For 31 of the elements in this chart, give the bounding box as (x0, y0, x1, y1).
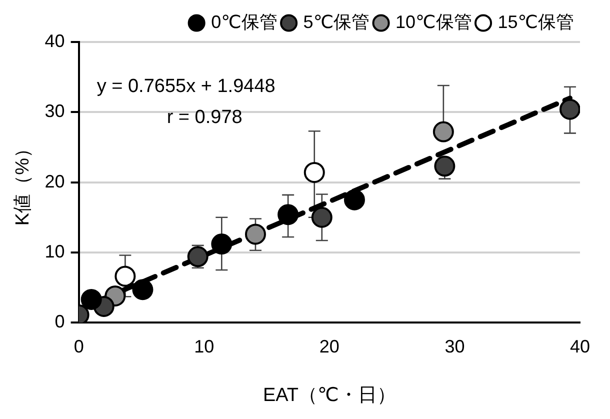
point (344, 189, 365, 210)
point (187, 246, 208, 268)
x-axis-title: EAT（℃・日） (262, 384, 396, 406)
x-tick-label: 0 (74, 336, 84, 356)
annotation: r = 0.978 (166, 107, 242, 128)
point (434, 156, 456, 177)
annotation: y = 0.7655x + 1.9448 (96, 76, 276, 98)
legend-label: 15℃保管 (498, 12, 574, 32)
point (278, 204, 299, 226)
point (114, 266, 136, 287)
x-tick-label: 10 (194, 336, 214, 356)
y-tick-label: 40 (44, 30, 65, 51)
point (244, 224, 266, 245)
x-tick-label: 30 (444, 336, 465, 356)
point (432, 121, 454, 142)
point (211, 234, 232, 255)
point (80, 288, 102, 310)
y-tick-label: 10 (44, 241, 65, 262)
x-tick-label: 20 (319, 336, 340, 356)
point (304, 162, 325, 183)
y-tick-label: 20 (44, 171, 65, 192)
point (311, 206, 332, 228)
point (559, 98, 580, 120)
legend-label: 0℃保管 (211, 12, 278, 32)
x-tick-label: 40 (570, 336, 590, 356)
point (132, 279, 154, 300)
legend-label: 5℃保管 (303, 12, 370, 32)
y-tick-label: 30 (44, 101, 65, 122)
y-axis-title: K値（%） (12, 139, 34, 226)
legend-label: 10℃保管 (396, 12, 472, 32)
y-tick-label: 0 (54, 312, 65, 332)
